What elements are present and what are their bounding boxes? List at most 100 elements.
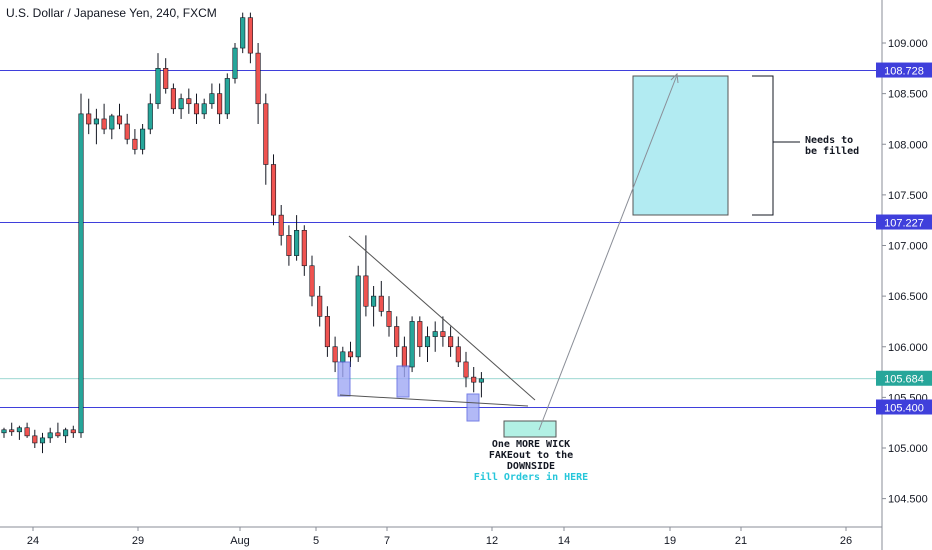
annotation-wick-line: One MORE WICK (492, 439, 570, 450)
candle-body (193, 103, 200, 115)
level-price-tag (876, 62, 932, 78)
candle-body (363, 275, 369, 307)
x-tick-label: 5 (313, 535, 319, 547)
x-tick-label: 12 (486, 535, 498, 547)
candle-body (178, 98, 184, 110)
y-tick-label: 107.000 (888, 241, 928, 253)
x-tick-label: 24 (27, 535, 39, 547)
candle-body (371, 295, 377, 307)
candle-body (378, 295, 384, 312)
candle-body (317, 295, 323, 317)
chart-title: U.S. Dollar / Japanese Yen, 240, FXCM (6, 6, 217, 20)
candle-body (209, 93, 215, 105)
candle-body (39, 437, 46, 444)
candle-body (170, 88, 176, 110)
candle-body (340, 351, 346, 363)
candle-body (286, 235, 292, 256)
candle-body (116, 115, 123, 125)
wick-highlight-box (396, 365, 410, 398)
candle-body (240, 17, 246, 49)
target-fill-box (632, 75, 729, 216)
horizontal-levels (0, 70, 882, 408)
candle-body (147, 103, 153, 130)
level-price-tag (876, 399, 932, 415)
candle-body (78, 113, 84, 434)
annotation-wick-line: DOWNSIDE (507, 461, 555, 472)
candle-body (186, 98, 192, 105)
current-price-tag (876, 370, 932, 386)
range-bracket (752, 75, 774, 216)
wick-highlight-box (337, 361, 351, 397)
candle-body (232, 47, 238, 79)
annotation-fill-line: Fill Orders in HERE (474, 471, 588, 483)
candle-body (401, 346, 407, 368)
candle-body (386, 311, 392, 327)
x-tick-label: 21 (735, 535, 747, 547)
candle-body (86, 113, 92, 125)
candle-body (278, 214, 284, 236)
y-tick-label: 108.000 (888, 139, 928, 151)
candle-body (440, 331, 446, 337)
time-axis[interactable]: 24 29 Aug 5 7 12 14 19 21 26 (27, 527, 852, 547)
candle-body (347, 351, 354, 358)
x-tick-label: 7 (384, 535, 390, 547)
candle-body (124, 123, 130, 140)
price-axis[interactable]: 104.500105.000105.500106.000106.500107.0… (876, 38, 932, 506)
candle-body (247, 17, 253, 54)
candle-body (432, 331, 438, 337)
candle-body (1, 429, 7, 434)
candle-body (101, 118, 107, 130)
current-price-label: 105.684 (884, 374, 924, 386)
candle-body (394, 326, 400, 348)
annotation-needs-line: be filled (805, 145, 859, 157)
drawings (337, 72, 800, 438)
x-tick-label: 19 (664, 535, 676, 547)
candle-body (47, 432, 53, 439)
candle-body (24, 427, 30, 437)
arrow-head (670, 72, 679, 84)
level-price-label: 107.227 (884, 218, 924, 230)
x-tick-label: 29 (132, 535, 144, 547)
candle-body (478, 378, 484, 383)
candle-body (355, 275, 361, 358)
level-price-label: 105.400 (884, 403, 924, 415)
candle-body (463, 361, 469, 378)
plot-area (0, 0, 882, 527)
candle-body (93, 118, 99, 125)
x-tick-label: Aug (230, 535, 250, 547)
candle-body (424, 336, 431, 348)
x-tick-label: 14 (558, 535, 570, 547)
candle-body (163, 68, 169, 89)
order-fill-zone (503, 420, 557, 438)
projection-arrow (538, 74, 678, 431)
candle-body (270, 164, 277, 216)
y-tick-label: 109.000 (888, 38, 928, 50)
candle-body (263, 103, 269, 165)
trendline-upper (348, 235, 536, 401)
wick-highlight-box (466, 393, 480, 422)
candle-body (324, 316, 330, 348)
level-price-label: 108.728 (884, 66, 924, 78)
candle-body (224, 78, 230, 115)
candle-body (32, 435, 38, 444)
candle-body (63, 429, 69, 437)
candle-body (55, 432, 61, 437)
candle-body (294, 230, 300, 256)
y-tick-label: 105.000 (888, 443, 928, 455)
candle-body (70, 429, 76, 434)
annotation-needs-line: Needs to (805, 135, 853, 146)
trendline-lower (339, 394, 529, 407)
candle-body (132, 138, 138, 150)
candle-body (409, 321, 415, 368)
candle-body (16, 427, 22, 433)
y-tick-label: 107.500 (888, 190, 928, 202)
candle-body (217, 93, 223, 115)
candle-body (455, 346, 461, 363)
candle-body (140, 128, 146, 150)
candle-body (109, 115, 115, 130)
x-tick-label: 26 (840, 535, 852, 547)
level-price-tag (876, 214, 932, 230)
candle-body (255, 52, 261, 105)
